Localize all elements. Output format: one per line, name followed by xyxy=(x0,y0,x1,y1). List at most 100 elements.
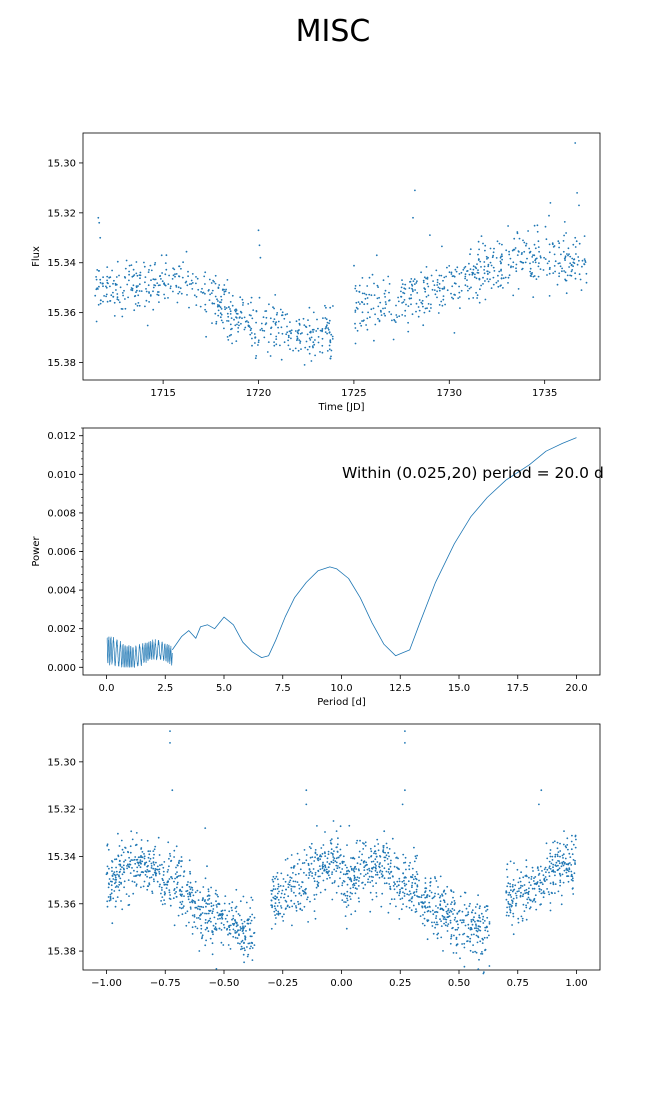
flux-point xyxy=(464,275,467,278)
phase-point xyxy=(452,891,455,893)
flux-point xyxy=(288,330,291,333)
flux-point xyxy=(118,274,120,277)
phase-point xyxy=(362,848,365,850)
phase-point xyxy=(173,888,176,890)
phase-point xyxy=(338,866,341,869)
flux-point xyxy=(268,303,270,306)
phase-point xyxy=(237,929,240,932)
phase-point xyxy=(470,928,473,931)
phase-point xyxy=(278,890,280,893)
flux-point xyxy=(484,249,486,252)
phase-point xyxy=(353,876,356,879)
flux-point xyxy=(145,299,148,302)
phase-point xyxy=(362,842,364,844)
phase-point xyxy=(432,932,435,935)
phase-point xyxy=(115,878,118,881)
flux-point xyxy=(425,277,427,280)
phase-point xyxy=(273,905,276,908)
phase-point xyxy=(389,885,392,888)
x-tick-label: 1715 xyxy=(150,388,175,399)
flux-point xyxy=(383,292,386,295)
phase-point xyxy=(527,892,529,894)
phase-point xyxy=(518,877,521,880)
flux-point xyxy=(237,327,240,329)
flux-point xyxy=(255,355,258,357)
flux-point xyxy=(237,321,240,324)
phase-point xyxy=(348,895,351,898)
flux-point xyxy=(317,327,319,330)
phase-point xyxy=(204,919,207,921)
phase-point xyxy=(287,883,290,886)
flux-point xyxy=(275,313,278,316)
flux-point xyxy=(515,263,518,266)
flux-point xyxy=(186,284,189,287)
phase-point xyxy=(272,888,275,891)
x-axis-label: Period [d] xyxy=(317,697,366,708)
phase-point xyxy=(309,900,311,903)
phase-point xyxy=(235,921,238,924)
flux-point xyxy=(414,289,416,291)
phase-point xyxy=(279,912,282,915)
phase-point xyxy=(529,906,532,909)
phase-point xyxy=(176,871,178,873)
flux-point xyxy=(459,307,461,309)
phase-point xyxy=(545,842,548,845)
flux-point xyxy=(202,291,205,294)
phase-point xyxy=(275,917,277,919)
phase-point xyxy=(385,870,388,873)
y-axis-label: Power xyxy=(31,535,42,566)
phase-point xyxy=(388,883,391,885)
phase-point xyxy=(341,899,344,901)
flux-point xyxy=(251,317,254,320)
phase-point xyxy=(525,906,528,909)
flux-point xyxy=(486,270,489,273)
flux-point xyxy=(157,294,160,297)
phase-point xyxy=(356,839,359,842)
phase-point xyxy=(398,892,401,895)
phase-point xyxy=(167,881,170,883)
phase-point xyxy=(359,863,362,865)
phase-point xyxy=(350,868,353,871)
flux-point xyxy=(287,344,290,347)
flux-point xyxy=(178,291,181,293)
phase-point xyxy=(528,876,530,879)
phase-point xyxy=(160,886,163,889)
phase-point xyxy=(315,893,318,896)
phase-point xyxy=(571,877,574,880)
flux-point xyxy=(306,333,309,336)
flux-point xyxy=(359,322,361,325)
phase-point xyxy=(290,899,293,902)
phase-point xyxy=(478,914,481,917)
flux-point xyxy=(430,307,432,309)
phase-point xyxy=(140,862,142,865)
flux-point xyxy=(205,310,208,313)
phase-point xyxy=(562,857,564,859)
flux-point xyxy=(263,336,266,339)
phase-point xyxy=(432,913,435,916)
phase-point xyxy=(527,902,529,904)
phase-point xyxy=(563,830,565,832)
phase-point xyxy=(171,789,174,792)
phase-point xyxy=(528,890,530,893)
phase-point xyxy=(543,868,546,871)
flux-point xyxy=(265,316,268,319)
phase-point xyxy=(107,882,110,885)
phase-point xyxy=(277,899,280,901)
phase-point xyxy=(298,887,301,890)
phase-point xyxy=(426,938,429,941)
phase-point xyxy=(111,922,114,925)
phase-point xyxy=(208,903,211,905)
phase-point xyxy=(128,856,131,859)
flux-point xyxy=(579,278,582,281)
flux-point xyxy=(483,272,486,275)
flux-point xyxy=(355,306,358,309)
flux-point xyxy=(542,269,545,271)
flux-point xyxy=(128,270,131,273)
flux-point xyxy=(138,283,141,286)
flux-point xyxy=(156,282,159,284)
phase-point xyxy=(559,855,561,858)
phase-point xyxy=(359,873,362,875)
flux-point xyxy=(370,294,373,297)
phase-point xyxy=(423,917,426,920)
flux-point xyxy=(466,285,469,288)
